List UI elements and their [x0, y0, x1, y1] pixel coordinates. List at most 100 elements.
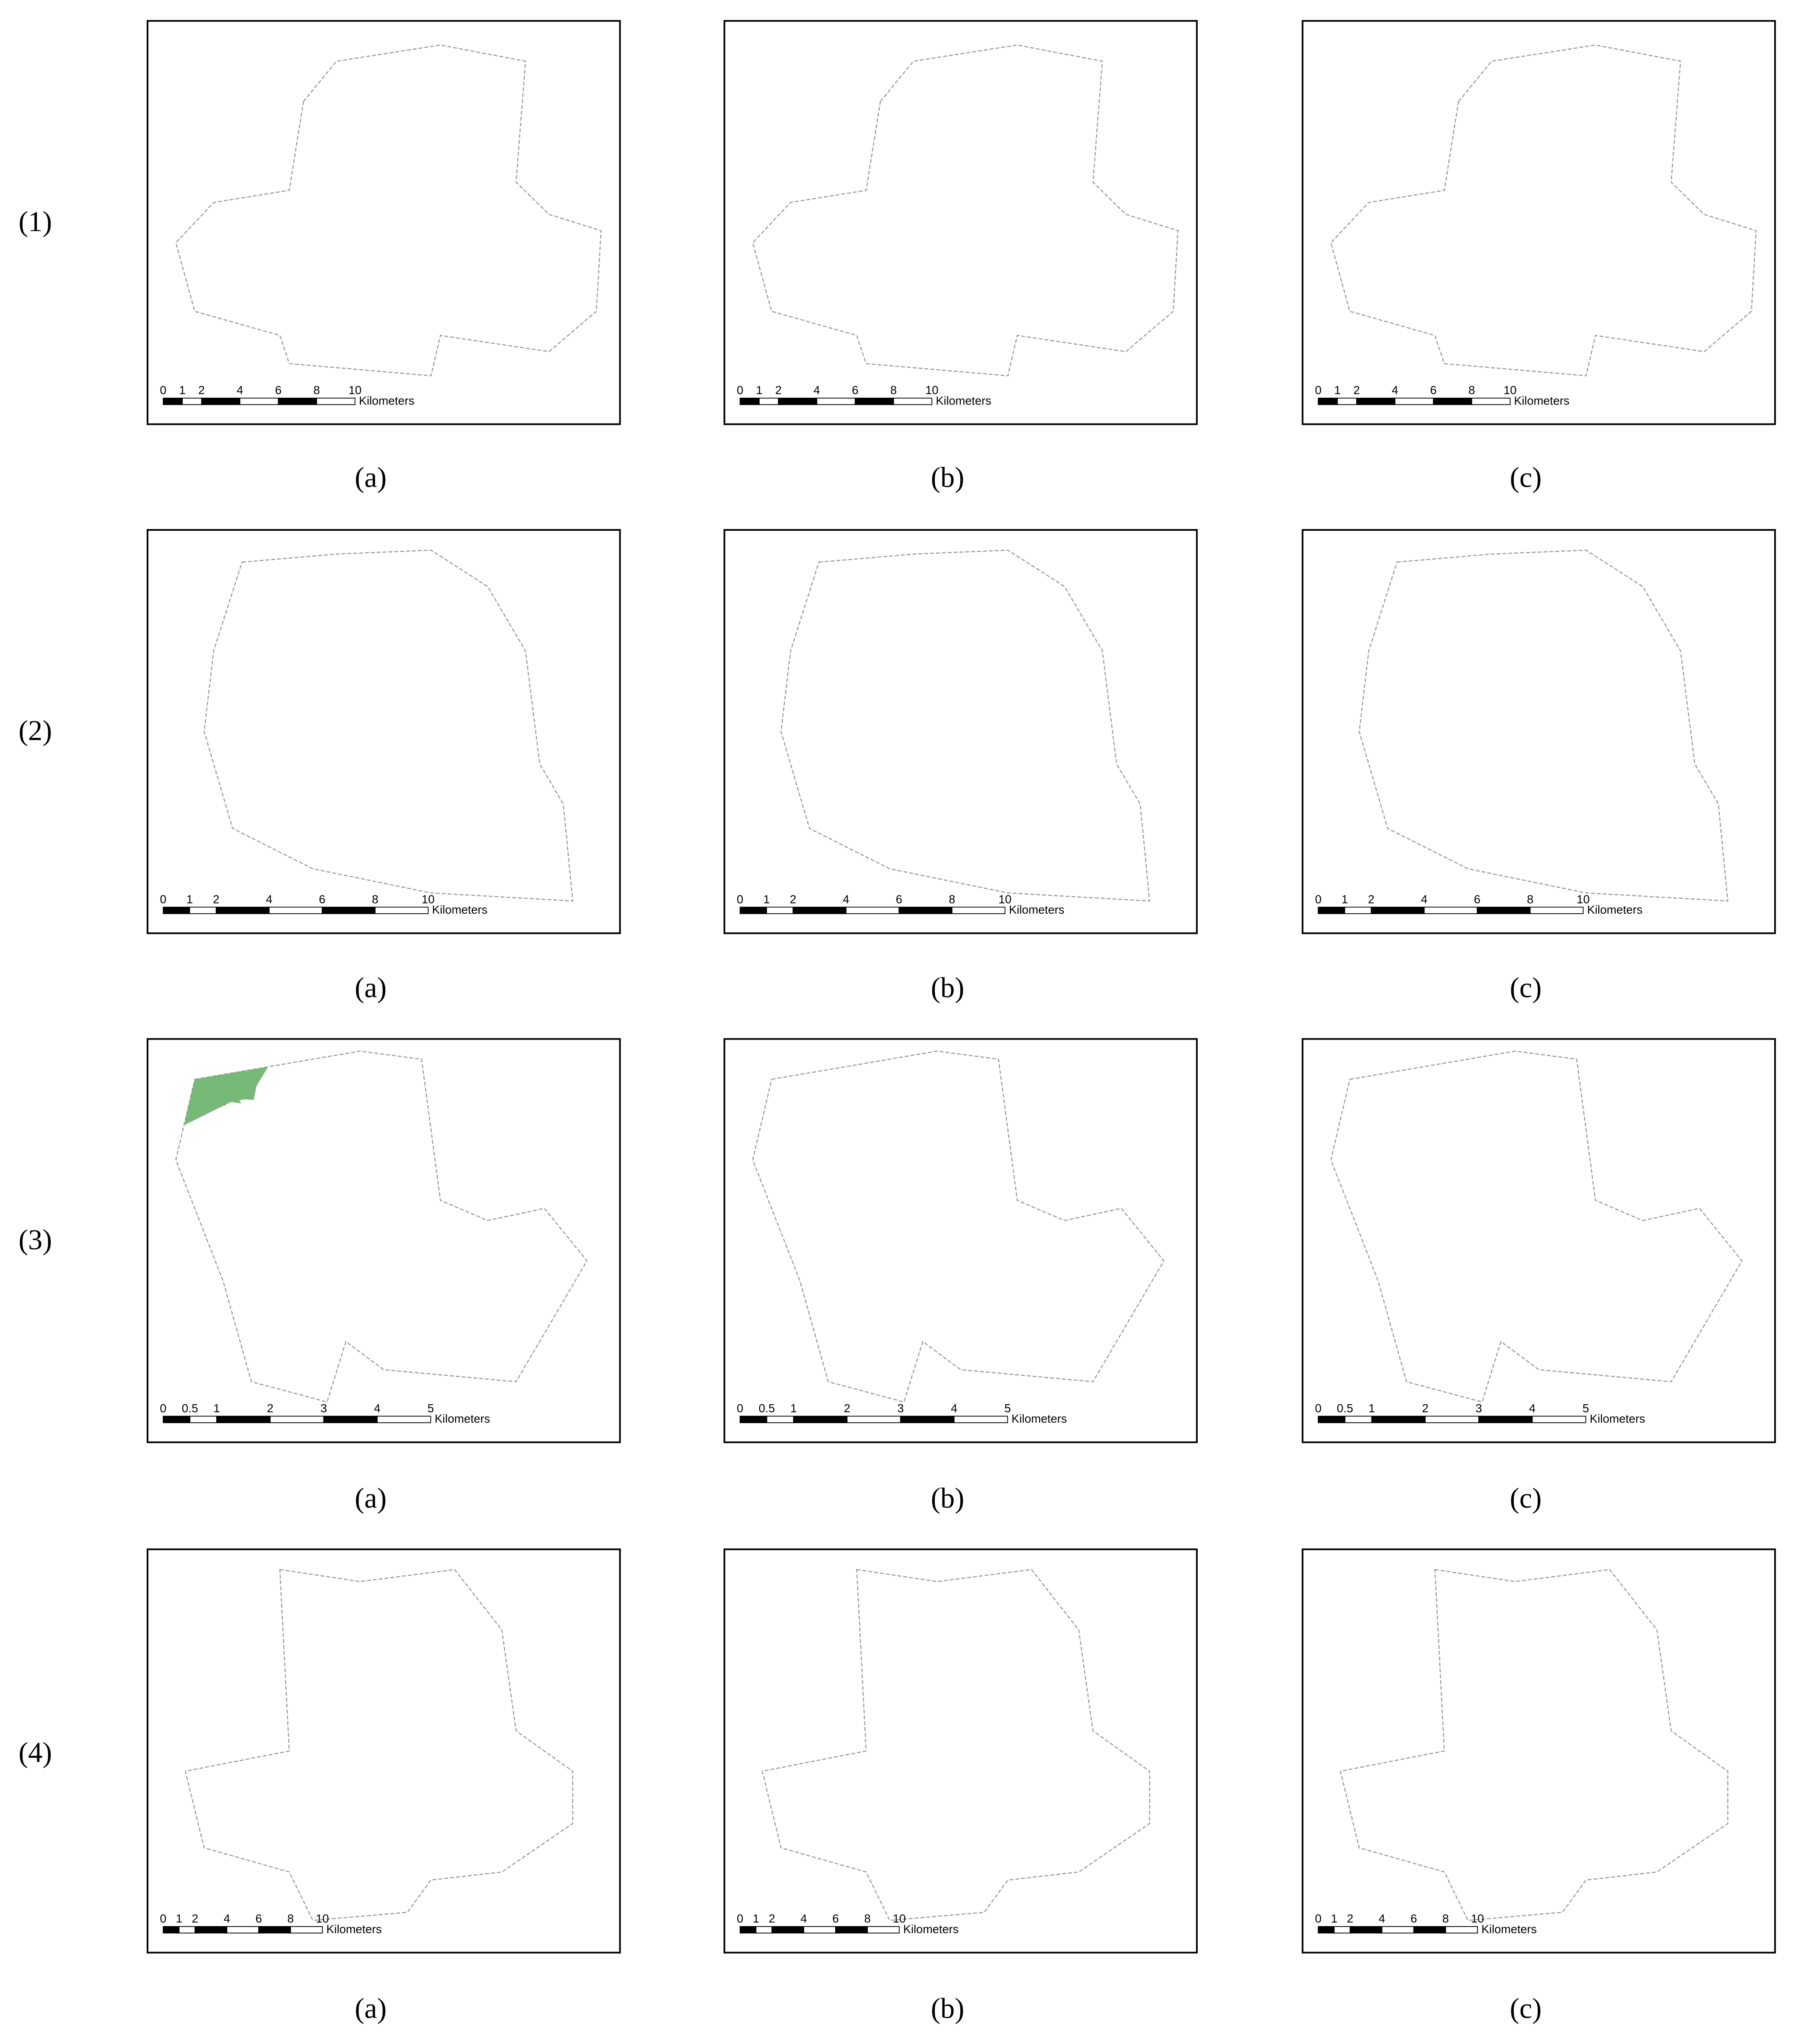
boundary [1330, 44, 1757, 376]
scale-segment [766, 1416, 794, 1423]
scale-segment [1344, 1416, 1372, 1423]
scale-segment [845, 906, 900, 914]
panel-caption: (b) [931, 972, 964, 1004]
scale-tick-label: 10 [421, 892, 435, 906]
panel-caption: (b) [931, 1482, 964, 1514]
scale-segment [1371, 1416, 1426, 1423]
scale-tick-label: 2 [267, 1402, 273, 1415]
scale-segment [189, 906, 217, 914]
scale-tick-label: 4 [237, 384, 243, 397]
map-frame [723, 529, 1198, 934]
scale-segment [239, 398, 279, 405]
scale-segment [898, 906, 953, 914]
map-frame [1302, 20, 1776, 425]
scale-segment [855, 398, 894, 405]
scale-segment [1349, 1926, 1383, 1934]
row-label: (2) [19, 715, 52, 747]
scale-segment [739, 1416, 767, 1423]
boundary [175, 44, 602, 376]
scale-segment [376, 1416, 431, 1423]
scale-unit: Kilometers [903, 1922, 959, 1935]
scale-tick-label: 2 [844, 1402, 850, 1415]
panel-caption: (c) [1510, 461, 1541, 493]
scale-segment [1344, 906, 1372, 914]
scale-unit: Kilometers [1481, 1922, 1537, 1935]
scale-segment [1334, 1926, 1351, 1934]
scale-tick-label: 0 [160, 384, 166, 397]
scale-tick-label: 0 [737, 384, 743, 397]
scale-segment [216, 1416, 271, 1423]
scale-segment [1318, 1416, 1346, 1423]
panel-caption: (a) [355, 461, 387, 493]
scale-tick-label: 4 [266, 892, 272, 906]
scale-tick-label: 2 [1353, 384, 1360, 397]
scale-tick-label: 4 [843, 892, 849, 906]
boundary [752, 1050, 1165, 1403]
map-frame [1302, 1548, 1776, 1954]
boundary [175, 1050, 588, 1403]
scale-tick-label: 10 [348, 384, 362, 397]
scale-unit: Kilometers [1012, 1412, 1067, 1425]
map-frame [1302, 1038, 1776, 1443]
scale-tick-label: 2 [192, 1912, 198, 1925]
scale-tick-label: 8 [1527, 892, 1533, 906]
scale-tick-label: 2 [775, 384, 781, 397]
scale-segment [290, 1926, 323, 1934]
scale-segment [1318, 398, 1338, 405]
row-label: (4) [19, 1737, 52, 1768]
panel-caption: (c) [1510, 1993, 1541, 2024]
scale-tick-label: 2 [790, 892, 796, 906]
scale-segment [1477, 906, 1531, 914]
scale-tick-label: 0 [160, 892, 166, 906]
scale-tick-label: 1 [176, 1912, 182, 1925]
scale-tick-label: 10 [1504, 384, 1517, 397]
scale-unit: Kilometers [1009, 903, 1065, 916]
scale-segment [739, 906, 767, 914]
map-frame [723, 1548, 1198, 1954]
scale-segment [201, 398, 240, 405]
scale-tick-label: 8 [1442, 1912, 1449, 1925]
scale-tick-label: 1 [1334, 384, 1341, 397]
boundary [203, 549, 574, 902]
scale-segment [867, 1926, 900, 1934]
scale-tick-label: 4 [814, 384, 820, 397]
scale-unit: Kilometers [936, 394, 991, 407]
scale-tick-label: 0 [160, 1402, 166, 1415]
scale-segment [195, 1926, 228, 1934]
panel-caption: (a) [355, 1993, 387, 2024]
scale-segment [226, 1926, 259, 1934]
scale-segment [316, 398, 356, 405]
scale-tick-label: 3 [321, 1402, 327, 1415]
map-frame [146, 1548, 621, 1954]
scale-tick-label: 6 [319, 892, 325, 906]
scale-tick-label: 2 [213, 892, 219, 906]
scale-tick-label: 6 [275, 384, 282, 397]
scale-tick-label: 1 [213, 1402, 220, 1415]
scale-segment [893, 398, 933, 405]
scale-tick-label: 4 [374, 1402, 380, 1415]
scale-tick-label: 10 [1577, 892, 1590, 906]
scale-unit: Kilometers [432, 903, 488, 916]
scale-tick-label: 0.5 [1337, 1402, 1353, 1415]
scale-segment [739, 398, 760, 405]
scale-tick-label: 1 [1341, 892, 1348, 906]
scale-tick-label: 0 [1315, 1402, 1321, 1415]
scale-segment [771, 1926, 804, 1934]
scale-tick-label: 8 [313, 384, 320, 397]
scale-tick-label: 8 [890, 384, 897, 397]
scale-tick-label: 2 [198, 384, 205, 397]
scale-segment [953, 1416, 1008, 1423]
scale-tick-label: 0 [1315, 1912, 1321, 1925]
panel-caption: (a) [355, 972, 387, 1004]
forest-patch [176, 1051, 262, 1106]
scale-tick-label: 6 [256, 1912, 262, 1925]
panel-caption: (b) [931, 461, 964, 493]
scale-unit: Kilometers [435, 1412, 490, 1425]
